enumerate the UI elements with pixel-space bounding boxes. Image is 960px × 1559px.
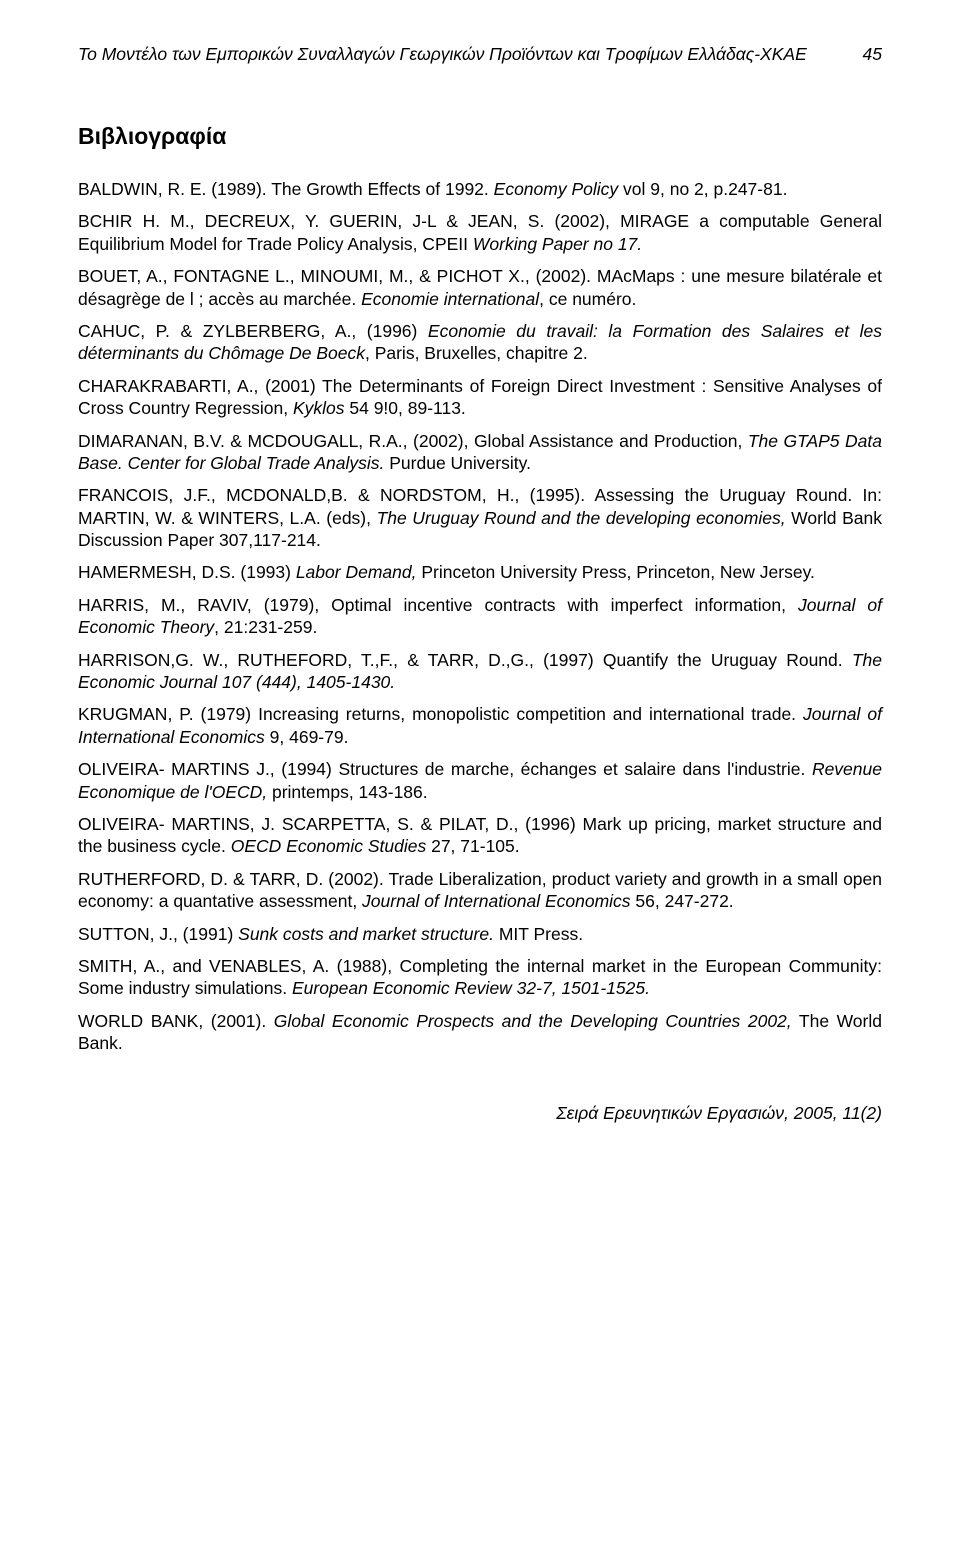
- bibliography-entry: SMITH, A., and VENABLES, A. (1988), Comp…: [78, 955, 882, 1000]
- bibliography-entry: FRANCOIS, J.F., MCDONALD,B. & NORDSTOM, …: [78, 484, 882, 551]
- bibliography-entry: CHARAKRABARTI, A., (2001) The Determinan…: [78, 375, 882, 420]
- running-title: Το Μοντέλο των Εμπορικών Συναλλαγών Γεωρ…: [78, 44, 807, 65]
- bibliography-entry: BCHIR H. M., DECREUX, Y. GUERIN, J-L & J…: [78, 210, 882, 255]
- bibliography-entry: OLIVEIRA- MARTINS J., (1994) Structures …: [78, 758, 882, 803]
- page-header: Το Μοντέλο των Εμπορικών Συναλλαγών Γεωρ…: [78, 44, 882, 65]
- bibliography-entry: OLIVEIRA- MARTINS, J. SCARPETTA, S. & PI…: [78, 813, 882, 858]
- bibliography-entry: HARRIS, M., RAVIV, (1979), Optimal incen…: [78, 594, 882, 639]
- bibliography-entry: SUTTON, J., (1991) Sunk costs and market…: [78, 923, 882, 945]
- page-footer: Σειρά Ερευνητικών Εργασιών, 2005, 11(2): [78, 1103, 882, 1124]
- bibliography-entry: CAHUC, P. & ZYLBERBERG, A., (1996) Econo…: [78, 320, 882, 365]
- bibliography-entry: DIMARANAN, B.V. & MCDOUGALL, R.A., (2002…: [78, 430, 882, 475]
- bibliography-entry: WORLD BANK, (2001). Global Economic Pros…: [78, 1010, 882, 1055]
- bibliography-entry: BALDWIN, R. E. (1989). The Growth Effect…: [78, 178, 882, 200]
- bibliography-entry: RUTHERFORD, D. & TARR, D. (2002). Trade …: [78, 868, 882, 913]
- section-heading-bibliography: Βιβλιογραφία: [78, 123, 882, 150]
- bibliography-entry: BOUET, A., FONTAGNE L., MINOUMI, M., & P…: [78, 265, 882, 310]
- bibliography-entry: HAMERMESH, D.S. (1993) Labor Demand, Pri…: [78, 561, 882, 583]
- bibliography-entry: KRUGMAN, P. (1979) Increasing returns, m…: [78, 703, 882, 748]
- bibliography-entry: HARRISON,G. W., RUTHEFORD, T.,F., & TARR…: [78, 649, 882, 694]
- bibliography-list: BALDWIN, R. E. (1989). The Growth Effect…: [78, 178, 882, 1055]
- page-number: 45: [863, 44, 882, 65]
